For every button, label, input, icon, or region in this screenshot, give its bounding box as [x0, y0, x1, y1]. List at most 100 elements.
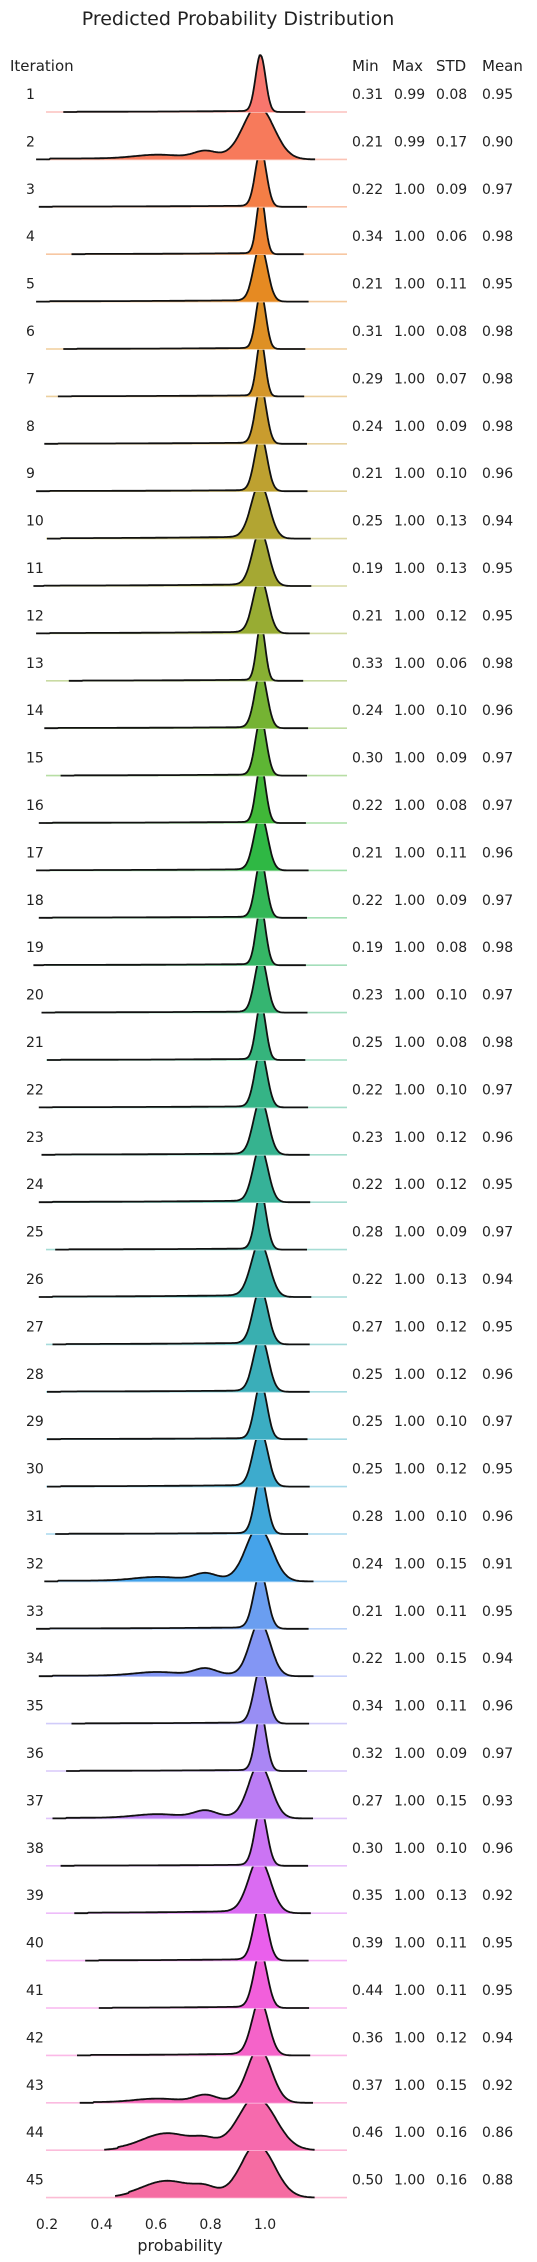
stat-min-value: 0.39 — [352, 1936, 383, 1952]
ridge-fill — [71, 197, 304, 255]
ridge-curve — [52, 1761, 313, 1820]
stat-max-value: 1.00 — [394, 561, 425, 577]
iteration-label: 35 — [26, 1699, 44, 1715]
ridge-row: 13 0.33 1.00 0.06 0.98 — [26, 621, 513, 682]
stat-min-value: 0.25 — [352, 514, 383, 530]
ridge-row: 30 0.25 1.00 0.12 0.95 — [26, 1428, 513, 1488]
iteration-label: 20 — [26, 988, 44, 1004]
iteration-label: 21 — [26, 1035, 44, 1051]
iteration-label: 10 — [26, 514, 44, 530]
iteration-label: 4 — [26, 229, 35, 245]
ridge-row: 4 0.34 1.00 0.06 0.98 — [26, 196, 513, 256]
stat-min-value: 0.19 — [352, 940, 383, 956]
stat-std-value: 0.12 — [436, 1367, 467, 1383]
ridge-curve — [71, 196, 304, 256]
ridge-fill — [79, 2047, 313, 2103]
stat-std-value: 0.13 — [436, 1888, 467, 1904]
ridge-fill — [52, 1288, 310, 1345]
iteration-label: 42 — [26, 2030, 44, 2046]
stat-std-value: 0.09 — [436, 1746, 467, 1762]
ridge-curve — [85, 1902, 309, 1962]
stat-max-value: 1.00 — [394, 1509, 425, 1525]
stat-mean-value: 0.98 — [482, 419, 513, 435]
iteration-label: 7 — [26, 371, 35, 387]
stat-min-value: 0.24 — [352, 1556, 383, 1572]
stat-std-value: 0.10 — [436, 1841, 467, 1857]
stat-min-value: 0.24 — [352, 419, 383, 435]
stat-mean-value: 0.98 — [482, 656, 513, 672]
stat-max-value: 1.00 — [394, 1367, 425, 1383]
ridge-row: 42 0.36 1.00 0.12 0.94 — [26, 1997, 513, 2057]
stat-min-value: 0.19 — [352, 561, 383, 577]
stat-mean-value: 0.92 — [482, 2078, 513, 2094]
stat-std-value: 0.17 — [436, 134, 467, 150]
stat-mean-value: 0.95 — [482, 1604, 513, 1620]
x-tick-label: 0.4 — [90, 2217, 112, 2233]
ridge-row: 32 0.24 1.00 0.15 0.91 — [26, 1524, 513, 1583]
stat-mean-value: 0.95 — [482, 87, 513, 103]
stat-std-value: 0.15 — [436, 1651, 467, 1667]
iteration-label: 6 — [26, 324, 35, 340]
stat-max-value: 1.00 — [394, 988, 425, 1004]
ridge-fill — [47, 1335, 310, 1392]
stat-mean-value: 0.96 — [482, 703, 513, 719]
stat-min-value: 0.32 — [352, 1746, 383, 1762]
iteration-label: 45 — [26, 2173, 44, 2189]
stat-min-value: 0.21 — [352, 608, 383, 624]
ridge-fill — [47, 482, 311, 539]
stat-std-value: 0.16 — [436, 2173, 467, 2189]
stat-min-value: 0.34 — [352, 1699, 383, 1715]
stat-std-value: 0.08 — [436, 940, 467, 956]
stat-min-value: 0.21 — [352, 134, 383, 150]
ridge-fill — [47, 1430, 310, 1487]
stat-std-value: 0.09 — [436, 1225, 467, 1241]
ridge-curve — [104, 2093, 315, 2151]
ridge-fill — [36, 814, 309, 871]
ridge-fill — [47, 1382, 308, 1440]
stat-max-value: 1.00 — [394, 324, 425, 340]
stat-max-value: 1.00 — [394, 1462, 425, 1478]
stat-max-value: 1.00 — [394, 893, 425, 909]
stat-max-value: 0.99 — [394, 87, 425, 103]
ridge-row: 11 0.19 1.00 0.13 0.95 — [26, 528, 513, 587]
x-tick-label: 1.0 — [254, 2217, 276, 2233]
ridge-fill — [36, 245, 309, 302]
ridge-curve — [74, 1856, 311, 1915]
stat-max-value: 1.00 — [394, 277, 425, 293]
stat-std-value: 0.06 — [436, 656, 467, 672]
ridge-row: 25 0.28 1.00 0.09 0.97 — [26, 1191, 513, 1251]
ridge-fill — [44, 671, 309, 729]
stat-std-value: 0.12 — [436, 1130, 467, 1146]
iteration-label: 1 — [26, 87, 35, 103]
stat-mean-value: 0.96 — [482, 1699, 513, 1715]
ridge-row: 17 0.21 1.00 0.11 0.96 — [26, 812, 513, 872]
ridge-curve — [60, 717, 307, 777]
stat-std-value: 0.07 — [436, 371, 467, 387]
ridge-curve — [77, 1997, 311, 2057]
stat-min-value: 0.36 — [352, 2030, 383, 2046]
ridge-row: 12 0.21 1.00 0.12 0.95 — [26, 575, 513, 635]
stat-max-value: 1.00 — [394, 419, 425, 435]
ridge-row: 26 0.22 1.00 0.13 0.94 — [26, 1239, 513, 1298]
stat-std-value: 0.08 — [436, 324, 467, 340]
stat-min-value: 0.37 — [352, 2078, 383, 2094]
stat-max-value: 1.00 — [394, 1319, 425, 1335]
ridge-fill — [52, 1762, 313, 1819]
stat-max-value: 1.00 — [394, 2125, 425, 2141]
stat-min-value: 0.28 — [352, 1225, 383, 1241]
stat-mean-value: 0.91 — [482, 1556, 513, 1572]
iteration-label: 32 — [26, 1556, 44, 1572]
stat-max-value: 1.00 — [394, 798, 425, 814]
ridge-row: 2 0.21 0.99 0.17 0.90 — [26, 102, 513, 161]
stat-min-value: 0.25 — [352, 1462, 383, 1478]
stat-min-value: 0.22 — [352, 1177, 383, 1193]
stat-mean-value: 0.97 — [482, 1082, 513, 1098]
ridge-row: 37 0.27 1.00 0.15 0.93 — [26, 1761, 513, 1820]
stat-mean-value: 0.96 — [482, 1841, 513, 1857]
stat-min-value: 0.21 — [352, 1604, 383, 1620]
stat-mean-value: 0.98 — [482, 1035, 513, 1051]
ridge-row: 15 0.30 1.00 0.09 0.97 — [26, 717, 513, 777]
ridge-curve — [55, 1476, 309, 1535]
stat-min-value: 0.27 — [352, 1319, 383, 1335]
